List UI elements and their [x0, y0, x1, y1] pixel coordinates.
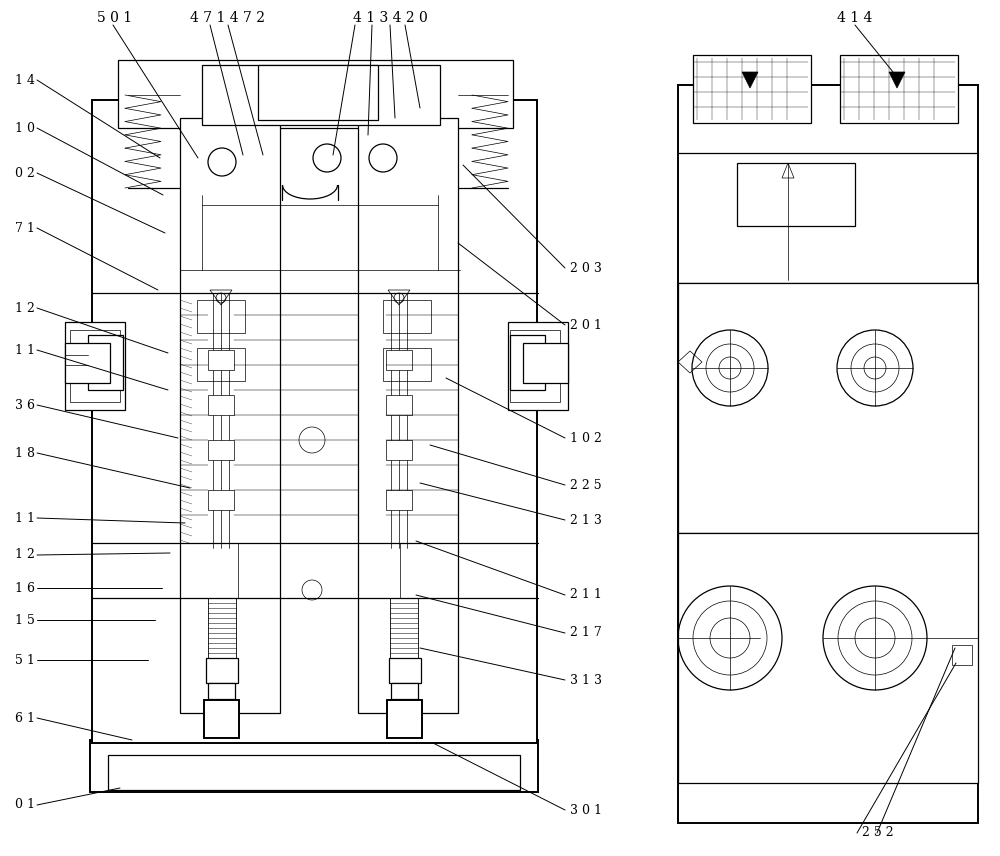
Bar	[180, 118, 280, 713]
Bar	[387, 700, 422, 738]
Text: 1 4: 1 4	[15, 74, 35, 86]
Bar	[208, 683, 235, 699]
Text: 5 0 1: 5 0 1	[97, 11, 133, 25]
Text: 4 1 3 4 2 0: 4 1 3 4 2 0	[353, 11, 427, 25]
Bar	[510, 330, 560, 402]
Text: 1 1: 1 1	[15, 343, 35, 356]
Bar	[208, 350, 234, 370]
Bar	[65, 343, 110, 383]
Bar	[840, 55, 958, 123]
Bar	[737, 163, 855, 226]
Circle shape	[208, 148, 236, 176]
Text: 2 0 3: 2 0 3	[570, 261, 602, 275]
Text: 2 1 7: 2 1 7	[570, 627, 602, 639]
Bar	[389, 658, 421, 683]
Bar	[386, 350, 412, 370]
Text: 6 1: 6 1	[15, 711, 35, 724]
Bar	[197, 300, 245, 333]
Bar	[678, 533, 978, 783]
Circle shape	[369, 144, 397, 172]
Bar	[523, 343, 568, 383]
Text: 2 2 5: 2 2 5	[570, 479, 602, 491]
Bar	[358, 118, 458, 713]
Bar	[108, 755, 520, 790]
Bar	[88, 335, 123, 390]
Bar	[208, 440, 234, 460]
Polygon shape	[742, 72, 758, 88]
Bar	[208, 395, 234, 415]
Text: 1 8: 1 8	[15, 447, 35, 460]
Bar	[952, 645, 972, 665]
Text: 1 6: 1 6	[15, 581, 35, 595]
Bar	[383, 300, 431, 333]
Circle shape	[313, 144, 341, 172]
Bar	[693, 55, 811, 123]
Bar	[391, 683, 418, 699]
Text: 0 1: 0 1	[15, 799, 35, 811]
Bar	[678, 283, 978, 533]
Text: 0 2: 0 2	[15, 167, 35, 180]
Bar	[197, 348, 245, 381]
Text: 2 1 3: 2 1 3	[570, 514, 602, 526]
Bar	[92, 100, 537, 743]
Text: 2 5 2: 2 5 2	[862, 827, 894, 840]
Text: 7 1: 7 1	[15, 222, 35, 235]
Bar	[675, 50, 980, 810]
Text: 1 1: 1 1	[15, 512, 35, 525]
Text: 2 1 1: 2 1 1	[570, 589, 602, 602]
Text: 1 0 2: 1 0 2	[570, 431, 602, 444]
Bar	[204, 700, 239, 738]
Bar	[508, 322, 568, 410]
Text: 1 5: 1 5	[15, 614, 35, 627]
Bar	[258, 65, 378, 120]
Text: 2 0 1: 2 0 1	[570, 318, 602, 331]
Text: 3 1 3: 3 1 3	[570, 674, 602, 687]
Bar	[60, 50, 640, 810]
Bar	[510, 335, 545, 390]
Bar	[70, 330, 120, 402]
Bar	[386, 490, 412, 510]
Text: 4 7 1 4 7 2: 4 7 1 4 7 2	[190, 11, 266, 25]
Text: 3 6: 3 6	[15, 399, 35, 412]
Text: 1 2: 1 2	[15, 301, 35, 314]
Text: 3 0 1: 3 0 1	[570, 804, 602, 817]
Bar	[386, 395, 412, 415]
Bar	[202, 65, 440, 125]
Text: 1 2: 1 2	[15, 549, 35, 562]
Text: 5 1: 5 1	[15, 653, 35, 667]
Bar	[206, 658, 238, 683]
Bar	[383, 348, 431, 381]
Polygon shape	[889, 72, 905, 88]
Bar	[65, 322, 125, 410]
Bar	[118, 60, 513, 128]
Text: 1 0: 1 0	[15, 122, 35, 134]
Bar	[386, 440, 412, 460]
Text: 4 1 4: 4 1 4	[837, 11, 873, 25]
Bar	[90, 740, 538, 792]
Bar	[678, 85, 978, 823]
Bar	[208, 490, 234, 510]
